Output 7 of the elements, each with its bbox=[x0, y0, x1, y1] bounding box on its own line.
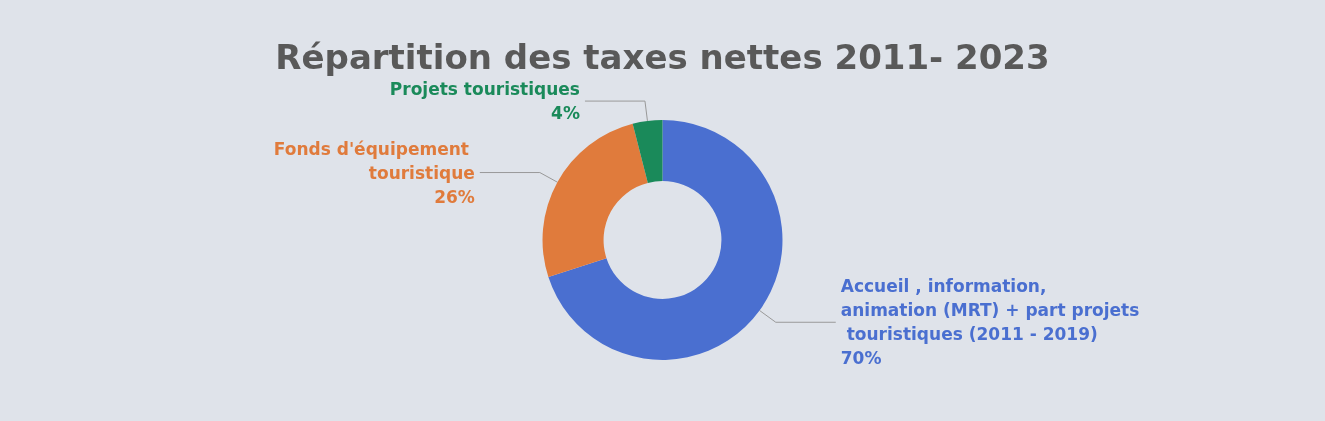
slice-label: Projets touristiques bbox=[389, 79, 580, 100]
slice-label: Fonds d'équipement touristique bbox=[273, 138, 475, 183]
chart-title: Répartition des taxes nettes 2011- 2023 bbox=[275, 37, 1050, 77]
data-label: 70% bbox=[840, 348, 882, 369]
data-label: 26% bbox=[434, 186, 475, 207]
data-label: 4% bbox=[551, 103, 580, 124]
slice-label: Accueil , information, animation (MRT) + part projets touristiques (2011 - 2019) bbox=[840, 276, 1140, 345]
